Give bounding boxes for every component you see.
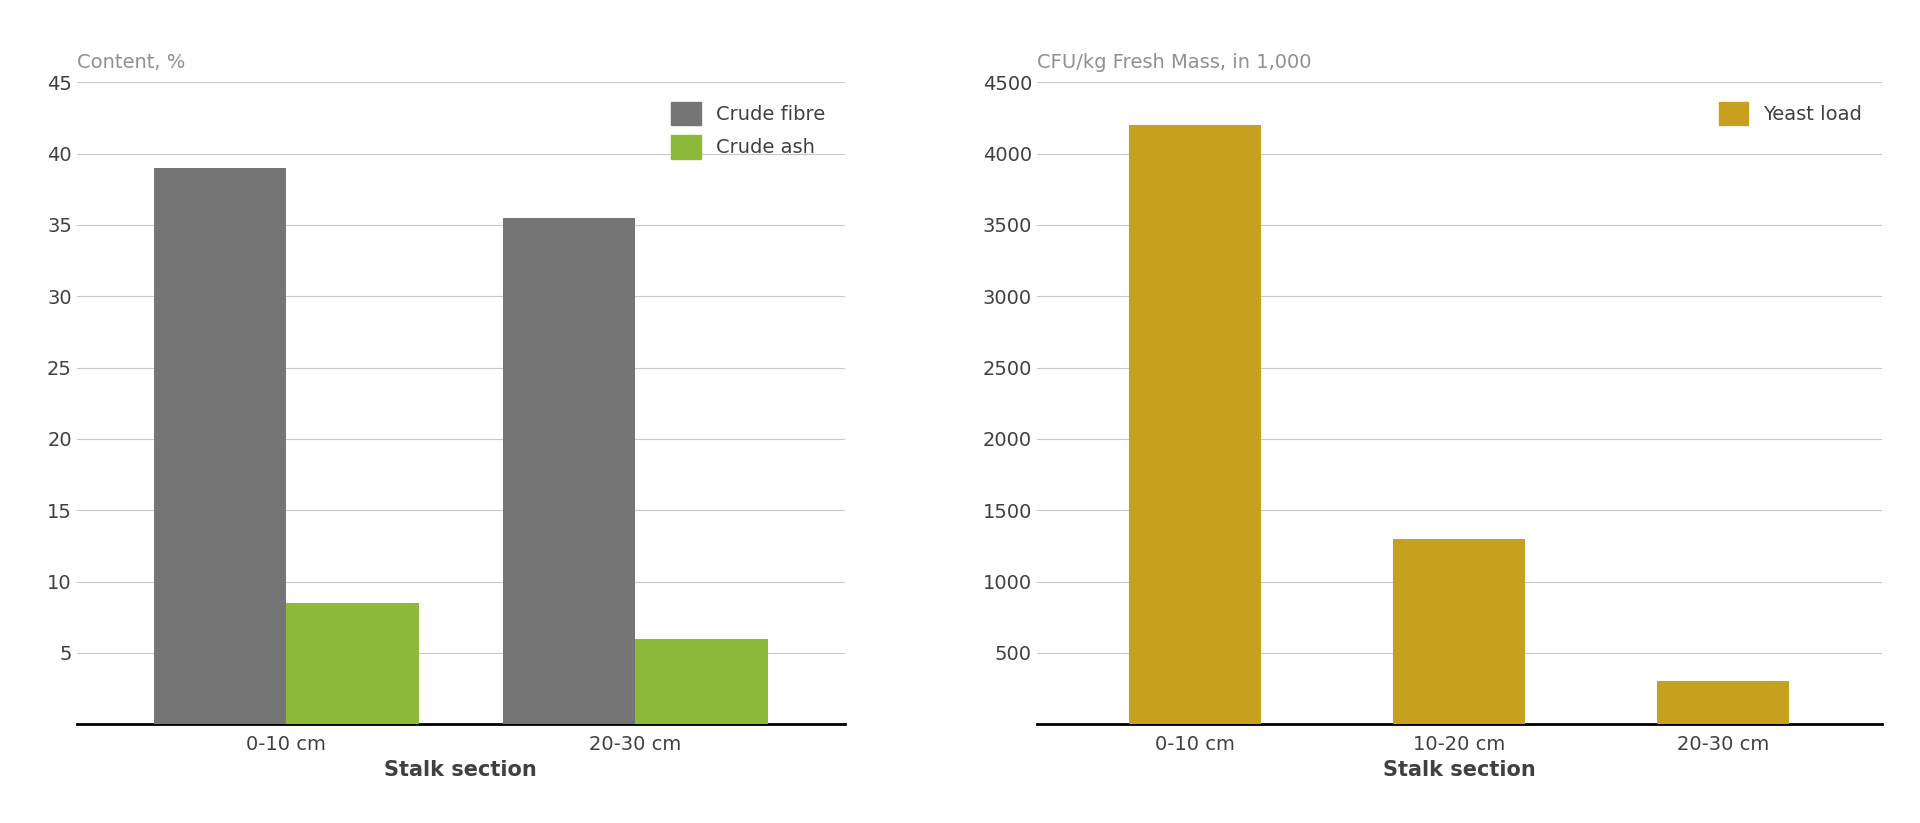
Legend: Yeast load: Yeast load bbox=[1709, 92, 1872, 135]
Text: Content, %: Content, % bbox=[77, 53, 184, 72]
Bar bbox=[636, 639, 768, 724]
Bar bbox=[503, 218, 636, 724]
Bar bbox=[1129, 125, 1261, 724]
Bar bbox=[154, 168, 286, 724]
X-axis label: Stalk section: Stalk section bbox=[1382, 760, 1536, 780]
Bar bbox=[286, 603, 419, 724]
Legend: Crude fibre, Crude ash: Crude fibre, Crude ash bbox=[662, 92, 835, 169]
Bar bbox=[1394, 539, 1524, 724]
Text: CFU/kg Fresh Mass, in 1,000: CFU/kg Fresh Mass, in 1,000 bbox=[1037, 53, 1311, 72]
X-axis label: Stalk section: Stalk section bbox=[384, 760, 538, 780]
Bar bbox=[1657, 681, 1789, 724]
